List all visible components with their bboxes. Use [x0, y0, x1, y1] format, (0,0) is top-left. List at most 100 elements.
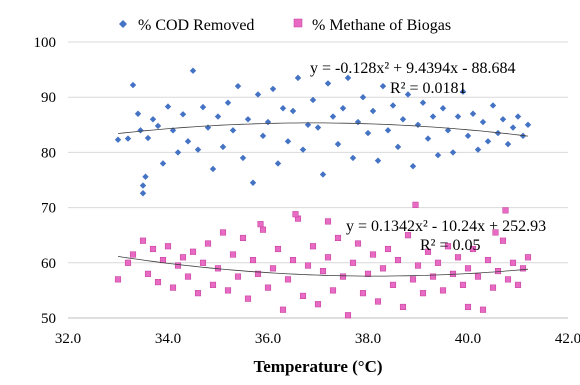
cod-point [279, 105, 287, 112]
methane-point [334, 234, 342, 242]
cod-point [199, 103, 207, 111]
methane-point [144, 270, 152, 277]
cod-point [189, 67, 197, 74]
cod-series-points [114, 67, 532, 197]
methane-point [234, 273, 242, 280]
methane-point [434, 259, 442, 266]
cod-point [174, 149, 182, 156]
cod-point [179, 111, 187, 118]
methane-r2-label: R² = 0.05 [420, 237, 481, 254]
methane-point [399, 303, 407, 311]
methane-point [369, 251, 377, 258]
x-tick-label: 36.0 [255, 331, 281, 347]
cod-point [219, 143, 227, 151]
cod-point [459, 88, 467, 95]
methane-point [319, 268, 327, 275]
methane-point [502, 207, 509, 214]
cod-point [324, 80, 332, 87]
cod-point [209, 165, 217, 173]
methane-point [359, 290, 367, 297]
cod-point [214, 113, 222, 120]
x-axis-title: Temperature (°C) [253, 357, 382, 376]
methane-point [344, 312, 352, 319]
methane-trendline [117, 256, 529, 277]
cod-point [349, 154, 357, 162]
methane-point [464, 303, 472, 311]
cod-point [204, 124, 212, 131]
cod-point [524, 121, 532, 128]
methane-point [159, 256, 167, 264]
cod-point [294, 74, 302, 82]
cod-point [184, 138, 192, 145]
cod-point [379, 82, 387, 90]
methane-point [129, 251, 137, 258]
methane-point [269, 265, 277, 272]
methane-point [364, 270, 372, 277]
methane-point [524, 254, 532, 261]
methane-point [124, 259, 132, 266]
y-tick-label: 60 [41, 256, 56, 272]
cod-point [414, 121, 422, 128]
methane-point [289, 256, 297, 264]
cod-point [169, 127, 177, 134]
methane-point [154, 279, 162, 286]
y-tick-label: 50 [41, 311, 56, 327]
cod-point [129, 81, 137, 89]
methane-point [264, 284, 272, 291]
methane-point [384, 245, 392, 253]
methane-point [394, 256, 402, 264]
cod-point [194, 146, 202, 153]
methane-point [329, 287, 337, 294]
x-tick-label: 38.0 [355, 331, 381, 347]
cod-point [142, 173, 149, 180]
methane-point [454, 254, 462, 261]
cod-point [137, 127, 144, 134]
y-tick-labels: 50 60 70 80 90 100 [34, 35, 57, 327]
cod-point [344, 74, 352, 82]
methane-point [324, 254, 332, 261]
gridlines [68, 41, 568, 264]
cod-point [419, 99, 427, 106]
methane-point [174, 262, 182, 269]
methane-point [424, 248, 432, 255]
cod-point [424, 135, 432, 142]
cod-point [404, 91, 412, 98]
methane-point [239, 234, 247, 242]
cod-point [159, 160, 167, 167]
cod-point [339, 105, 347, 112]
x-tick-label: 32.0 [55, 331, 81, 347]
methane-point [299, 292, 307, 299]
cod-point [329, 113, 337, 120]
cod-point [319, 171, 327, 178]
methane-point [504, 276, 512, 283]
cod-point [139, 182, 147, 189]
cod-point [504, 140, 512, 148]
methane-point [479, 306, 487, 313]
methane-point [459, 281, 467, 288]
x-tick-labels: 32.0 34.0 36.0 38.0 40.0 42.0 [55, 331, 580, 347]
cod-point [234, 82, 242, 90]
cod-point [374, 157, 382, 164]
methane-point [404, 232, 412, 239]
cod-point [364, 129, 372, 137]
cod-point [154, 122, 162, 130]
methane-point [254, 270, 262, 277]
methane-point [464, 265, 472, 272]
cod-point [259, 132, 267, 140]
cod-point [489, 102, 497, 109]
methane-point [219, 229, 227, 236]
cod-point [429, 113, 437, 120]
methane-point [389, 281, 397, 288]
cod-point [124, 135, 132, 142]
methane-point [257, 221, 264, 228]
cod-point [289, 107, 297, 115]
cod-point [254, 91, 262, 98]
cod-point [134, 110, 142, 117]
methane-point [209, 281, 217, 288]
cod-point [454, 113, 462, 120]
cod-point [479, 118, 487, 126]
methane-point [292, 211, 299, 218]
cod-point [164, 103, 172, 110]
y-tick-label: 80 [41, 145, 56, 161]
cod-point [114, 136, 122, 143]
